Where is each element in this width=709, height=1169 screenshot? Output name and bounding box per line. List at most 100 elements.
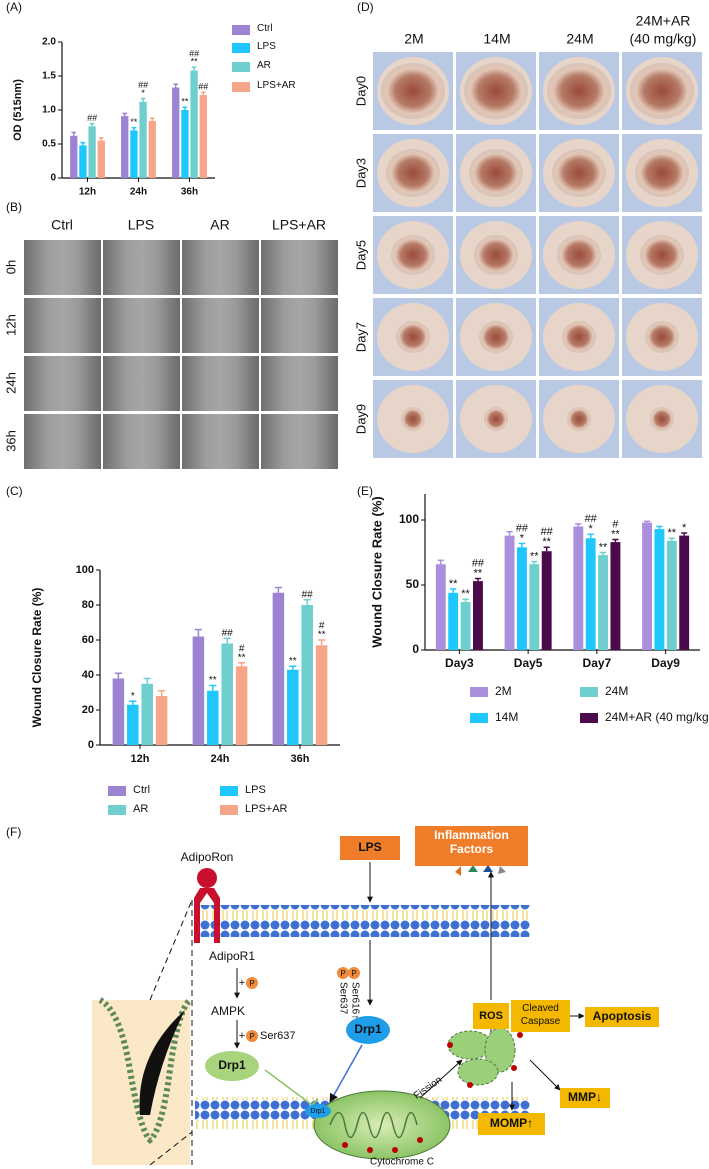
box: [478, 1113, 545, 1135]
legend-label: 24M: [605, 684, 629, 698]
row-label: 24h: [3, 372, 18, 394]
legend-label: LPS: [245, 784, 266, 796]
legend-box: Ctrl: [133, 784, 150, 796]
significance: ##: [222, 628, 234, 639]
significance: #: [612, 518, 619, 530]
significance: *: [589, 523, 594, 535]
label: +: [239, 1030, 245, 1042]
box-label: MOMP↑: [490, 1116, 533, 1130]
column-header: (40 mg/kg): [630, 31, 697, 47]
label: AdipoRon: [181, 850, 234, 864]
bar: [97, 140, 105, 178]
box-label: Inflammation Factors: [434, 828, 509, 856]
significance: *: [141, 88, 145, 98]
box-label-wrap: Cleaved Caspase: [521, 1003, 560, 1027]
legend-swatch: [580, 687, 598, 697]
drp1: [346, 1016, 390, 1044]
row-label: Day9: [353, 404, 368, 434]
y-axis-title: OD (515nm): [12, 79, 24, 141]
legend-box: 14M: [495, 710, 518, 724]
micrograph: [103, 414, 180, 469]
bar: [610, 542, 621, 650]
legend-swatch: [220, 805, 238, 815]
x-tick-label: 12h: [131, 753, 150, 765]
box-label: ROS: [479, 1010, 503, 1022]
significance: **: [181, 97, 189, 107]
significance: **: [611, 528, 620, 540]
phospho: [246, 1030, 258, 1042]
bar: [435, 564, 446, 650]
bar: [585, 538, 596, 650]
micrograph: [24, 240, 101, 295]
column-header: 24M: [566, 31, 593, 47]
bar: [199, 95, 207, 178]
x-tick-label: 24h: [130, 187, 147, 198]
legend-swatch: [220, 786, 238, 796]
wound-core: [474, 235, 518, 275]
phospho: [246, 977, 258, 989]
wound-core: [567, 407, 591, 431]
wound-core: [386, 149, 440, 197]
x-tick-label: Day3: [445, 656, 474, 670]
legend-swatch: [470, 687, 488, 697]
panel-label: (B): [6, 200, 22, 214]
significance: **: [130, 117, 138, 127]
micrograph: [24, 298, 101, 353]
column-header: LPS: [128, 217, 154, 233]
label: +: [239, 977, 245, 989]
bar: [190, 70, 198, 178]
significance: #: [239, 643, 245, 654]
x-tick-label: Day5: [514, 656, 543, 670]
legend-swatch: [232, 25, 250, 35]
legend-swatch: [232, 62, 250, 72]
box: [473, 1003, 509, 1029]
wound-core: [640, 235, 684, 275]
bar: [121, 116, 129, 178]
significance: **: [318, 630, 326, 641]
label: P: [249, 1032, 254, 1041]
bar: [301, 605, 313, 745]
bar: [287, 669, 299, 745]
follicle: [98, 997, 193, 1145]
legend-label: AR: [257, 60, 271, 71]
arrow: [419, 1059, 463, 1099]
row-label: 0h: [3, 260, 18, 274]
arrow: [329, 1044, 363, 1103]
y-tick-label: 80: [82, 599, 94, 611]
bar: [642, 522, 653, 650]
significance: ##: [585, 513, 598, 525]
y-tick-label: 0: [88, 739, 94, 751]
panel-label: (F): [6, 825, 21, 839]
row-label: Day5: [353, 240, 368, 270]
significance: **: [542, 536, 551, 548]
bar: [235, 666, 248, 745]
x-tick-label: Day7: [583, 656, 612, 670]
bar: [472, 581, 483, 650]
legend-box: 24M+AR (40 mg/kg): [605, 710, 709, 724]
label: AdipoR1: [209, 949, 255, 963]
legend-label: 24M+AR (40 mg/kg): [605, 710, 709, 724]
label: Drp1: [310, 1108, 325, 1115]
bar: [654, 529, 665, 650]
bar: [148, 120, 156, 178]
micrograph: [103, 298, 180, 353]
micrograph: [261, 240, 338, 295]
legend-box: AR: [133, 803, 148, 815]
bar: [192, 636, 205, 745]
column-header: 24M+AR: [636, 13, 691, 29]
legend-box: 24M: [605, 684, 629, 698]
cristae: [329, 1111, 418, 1139]
significance: **: [474, 567, 483, 579]
phospho: [348, 967, 360, 979]
y-tick-label: 40: [82, 669, 94, 681]
significance: **: [238, 652, 246, 663]
significance: ##: [541, 526, 554, 538]
significance: **: [191, 57, 199, 67]
legend-label: 2M: [495, 684, 512, 698]
drp1: [205, 1051, 259, 1081]
box-label: Apoptosis: [593, 1009, 652, 1023]
legend-box: LPS+AR: [257, 80, 296, 91]
label: Cytochrome C: [370, 1157, 434, 1168]
x-tick-label: 12h: [79, 187, 96, 198]
